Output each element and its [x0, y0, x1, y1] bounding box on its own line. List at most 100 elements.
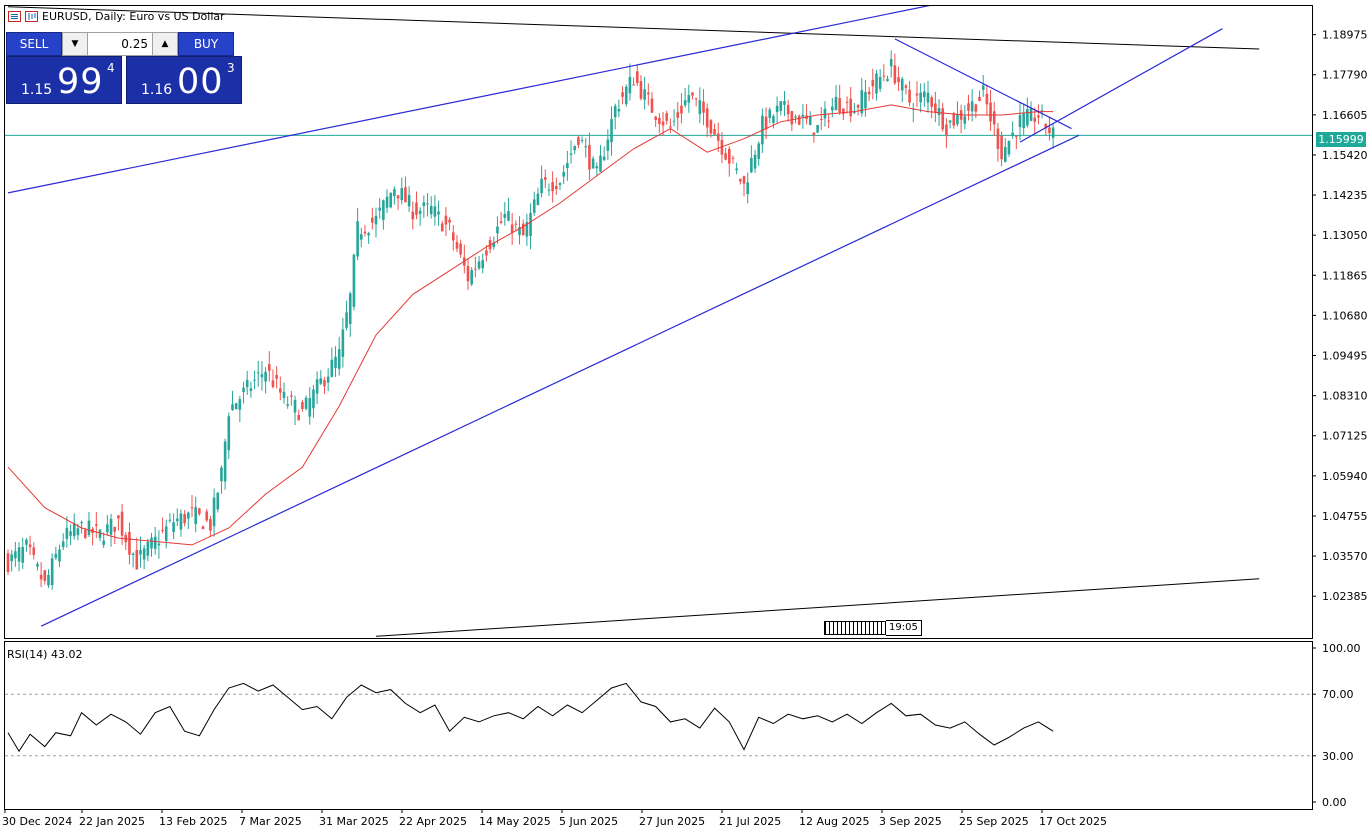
- candle: [139, 536, 142, 568]
- time-axis-label: 5 Jun 2025: [559, 815, 618, 828]
- candle: [838, 84, 841, 115]
- candle: [543, 169, 547, 189]
- candle-body: [731, 157, 735, 159]
- candle: [827, 114, 830, 129]
- triangle-up-icon: ▲: [161, 39, 169, 49]
- candle: [812, 132, 816, 143]
- candle-body: [529, 212, 532, 236]
- candle-body: [665, 113, 669, 121]
- candle: [974, 103, 978, 119]
- ask-price-box[interactable]: 1.16 00 3: [126, 56, 242, 104]
- candle-body: [179, 513, 183, 530]
- candle-body: [757, 143, 761, 160]
- candle-body: [992, 111, 996, 125]
- candle: [989, 89, 992, 131]
- bid-price-prefix: 1.15: [21, 82, 53, 98]
- candle: [242, 381, 245, 404]
- candle-body: [367, 233, 370, 236]
- candle: [205, 508, 209, 523]
- candle-body: [878, 76, 882, 89]
- candle-body: [915, 93, 919, 96]
- candle-body: [871, 79, 875, 87]
- candle: [709, 119, 713, 138]
- candle-body: [290, 395, 293, 397]
- candle: [117, 515, 120, 531]
- candle: [981, 74, 985, 97]
- candle: [172, 513, 175, 540]
- candle: [356, 208, 359, 261]
- candle: [911, 102, 915, 123]
- chart-title-bar: EURUSD, Daily: Euro vs US Dollar: [8, 10, 225, 23]
- candle-body: [113, 526, 117, 532]
- candle-body: [941, 108, 945, 130]
- candle-body: [304, 397, 308, 409]
- rsi-axis-label: 100.00: [1322, 642, 1361, 655]
- candle: [426, 192, 429, 217]
- candle: [566, 150, 569, 181]
- lot-size-input[interactable]: [88, 32, 152, 56]
- candle-body: [352, 254, 356, 307]
- sell-button[interactable]: SELL: [6, 32, 62, 56]
- time-axis-label: 25 Sep 2025: [959, 815, 1029, 828]
- candle-body: [21, 546, 25, 563]
- candle: [293, 395, 297, 426]
- candle: [680, 93, 683, 124]
- candle: [50, 553, 54, 590]
- axis-layer: 1.18975 1.17790 1.16605 1.15420 1.14235 1.130…: [2, 29, 1368, 828]
- candle: [698, 87, 702, 124]
- candle-body: [694, 98, 698, 100]
- candle: [308, 387, 312, 425]
- candle: [727, 146, 731, 177]
- chart-bars-icon[interactable]: [25, 10, 38, 23]
- bid-price-box[interactable]: 1.15 99 4: [6, 56, 122, 104]
- candle-body: [279, 388, 282, 393]
- candle-body: [286, 404, 289, 406]
- candle-body: [783, 100, 786, 105]
- time-axis-label: 22 Apr 2025: [399, 815, 467, 828]
- candle: [312, 385, 315, 418]
- candle-body: [996, 128, 1000, 149]
- candle: [923, 82, 926, 107]
- rsi-indicator-label: RSI(14) 43.02: [7, 648, 83, 661]
- candle-body: [610, 119, 613, 143]
- candle: [1037, 104, 1040, 125]
- buy-button[interactable]: BUY: [178, 32, 234, 56]
- candle-body: [742, 176, 746, 184]
- candle-body: [1003, 147, 1007, 162]
- candle-body: [448, 219, 451, 223]
- candle-body: [838, 98, 841, 113]
- candle-body: [43, 570, 47, 581]
- scroll-grip-icon[interactable]: [824, 621, 886, 635]
- candle-body: [521, 223, 525, 236]
- candle: [113, 526, 117, 545]
- lot-decrease-button[interactable]: ▼: [62, 32, 88, 56]
- candle: [367, 231, 370, 244]
- candle: [164, 519, 168, 549]
- candle: [521, 219, 525, 236]
- candle: [518, 216, 521, 245]
- candle: [963, 105, 967, 130]
- candle: [992, 101, 996, 137]
- candle-body: [985, 93, 989, 105]
- candle: [783, 90, 786, 117]
- price-axis-label: 1.11865: [1322, 269, 1368, 282]
- candle-body: [1018, 114, 1022, 127]
- lot-increase-button[interactable]: ▲: [152, 32, 178, 56]
- candle-body: [14, 551, 17, 559]
- time-axis-label: 27 Jun 2025: [639, 815, 705, 828]
- candle: [95, 512, 98, 538]
- candle: [470, 267, 473, 286]
- candle-body: [849, 98, 853, 117]
- candle-body: [267, 364, 271, 371]
- candle: [801, 104, 805, 129]
- candle-body: [301, 402, 304, 409]
- candle: [128, 522, 131, 565]
- chart-list-icon[interactable]: [8, 10, 21, 23]
- time-scroll-badge[interactable]: 19:05: [824, 620, 922, 636]
- candle-body: [676, 112, 680, 118]
- candle-body: [451, 232, 455, 241]
- candle-body: [1048, 127, 1051, 134]
- candle: [481, 253, 485, 274]
- candle-body: [319, 378, 323, 384]
- candle: [510, 212, 514, 245]
